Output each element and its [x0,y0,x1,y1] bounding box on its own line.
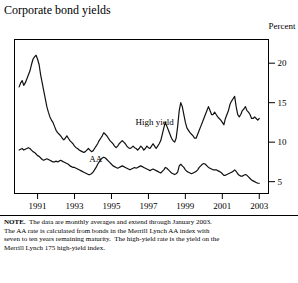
svg-text:20: 20 [278,58,288,68]
svg-text:1997: 1997 [139,201,158,211]
svg-text:2003: 2003 [250,201,269,211]
svg-text:10: 10 [278,137,288,147]
svg-text:1995: 1995 [102,201,121,211]
svg-text:High yield: High yield [135,117,174,127]
svg-text:1991: 1991 [29,201,47,211]
html-text:NOTE. The data are monthly ave: NOTE. The data are monthly averages and … [4,218,220,252]
svg-text:5: 5 [278,177,283,187]
html-text:Corporate bond yields: Corporate bond yields [4,3,111,17]
svg-text:15: 15 [278,98,288,108]
svg-text:1993: 1993 [66,201,85,211]
svg-text:2001: 2001 [213,201,231,211]
svg-text:1999: 1999 [176,201,195,211]
svg-text:Percent: Percent [269,21,296,31]
svg-text:AA: AA [89,154,102,164]
